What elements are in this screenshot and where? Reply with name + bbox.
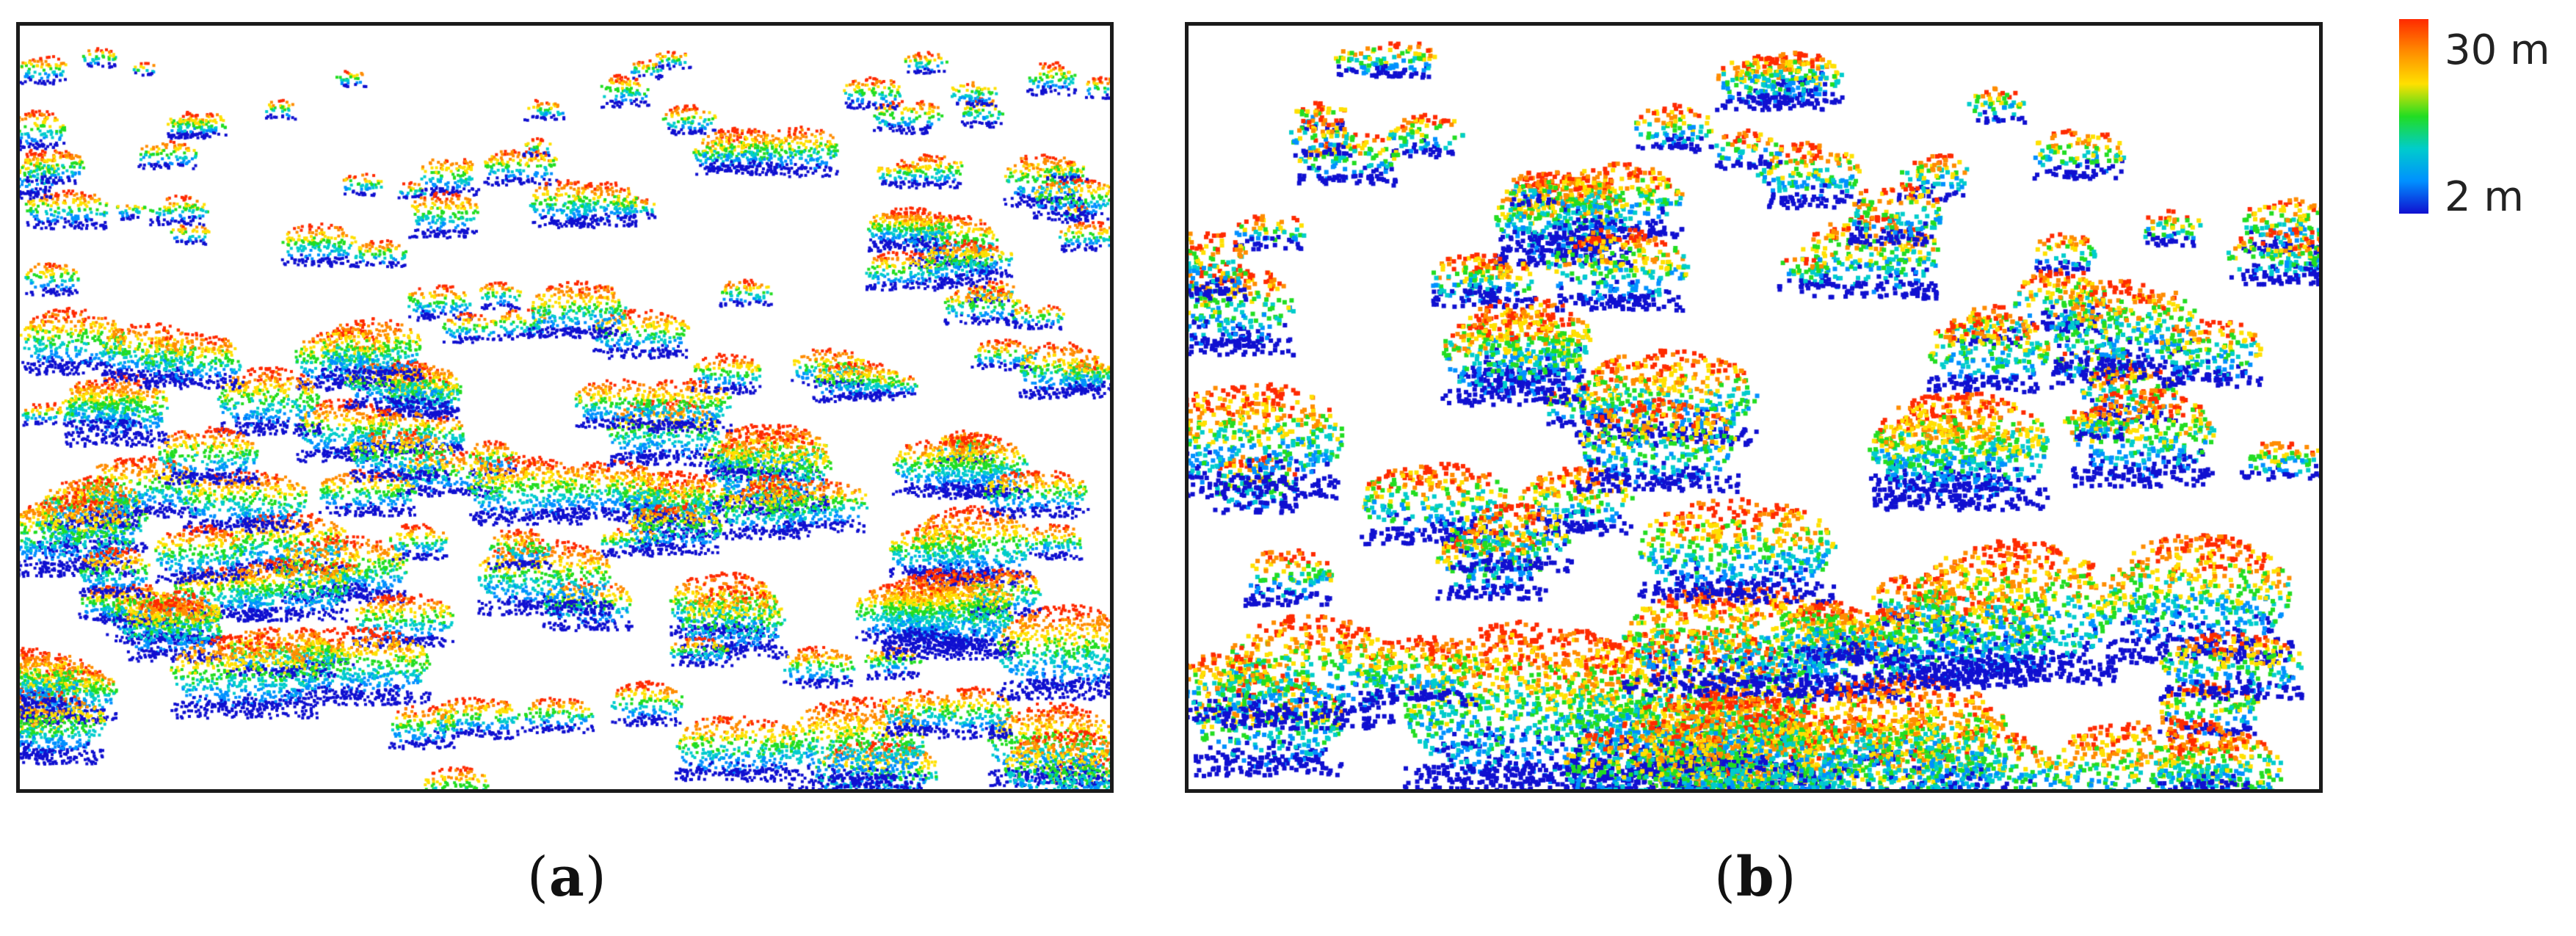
height-colorbar: [2399, 19, 2428, 214]
caption-a-letter: a: [548, 846, 585, 909]
point-cloud-render-a: [20, 26, 1110, 789]
caption-b-open: (: [1714, 846, 1736, 909]
point-cloud-panel-a: [16, 22, 1114, 793]
point-cloud-render-b: [1189, 26, 2319, 789]
caption-b-letter: b: [1735, 846, 1775, 909]
legend-min-label: 2 m: [2445, 173, 2524, 221]
caption-b: (b): [1714, 846, 1797, 909]
caption-a-close: ): [584, 846, 607, 909]
caption-b-close: ): [1774, 846, 1797, 909]
legend-max-label: 30 m: [2445, 26, 2550, 74]
caption-a-open: (: [527, 846, 549, 909]
caption-a: (a): [527, 846, 607, 909]
point-cloud-panel-b: [1185, 22, 2323, 793]
